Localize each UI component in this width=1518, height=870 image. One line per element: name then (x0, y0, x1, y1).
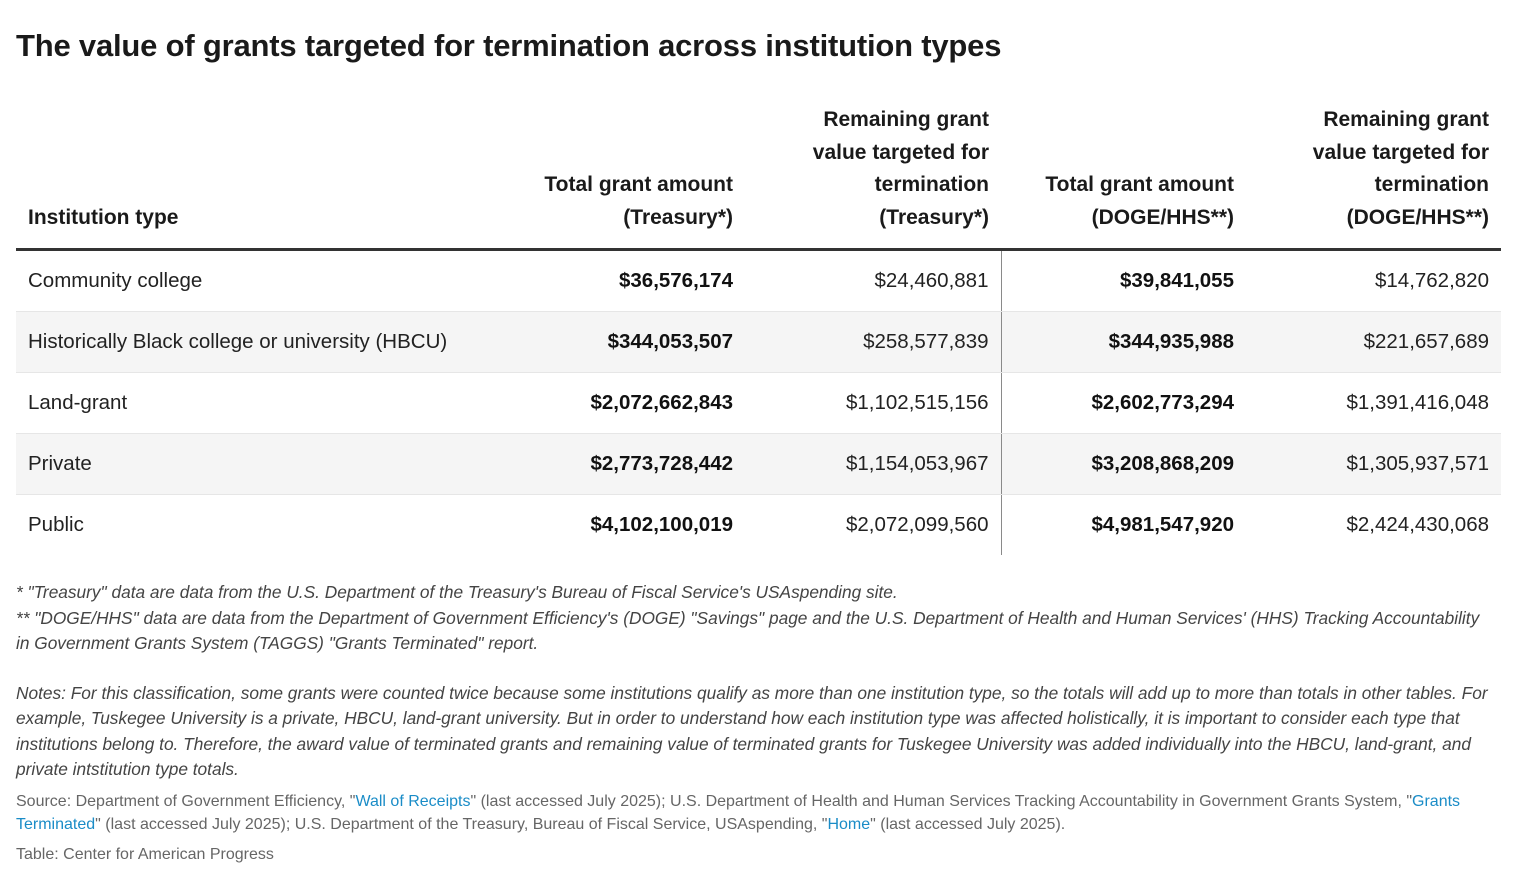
chart-title: The value of grants targeted for termina… (16, 28, 1002, 63)
cell-total-treasury: $4,102,100,019 (590, 513, 734, 536)
wall-of-receipts-link[interactable]: Wall of Receipts (355, 793, 471, 810)
footnote-doge-line2: in Government Grants System (TAGGS) "Gra… (16, 633, 539, 654)
cell-institution-type: Historically Black college or university… (16, 311, 494, 373)
cell-remaining-treasury: $24,460,881 (745, 249, 1002, 312)
cell-total-treasury: $2,773,728,442 (494, 433, 745, 495)
header-total-doge-hhs: Total grant amount (DOGE/HHS**) (1001, 104, 1246, 251)
header-line: Total grant amount (1045, 173, 1234, 196)
grants-table: Institution type Total grant amount (Treas… (16, 104, 1501, 555)
cell-total-treasury: $36,576,174 (494, 249, 745, 312)
cell-institution-type: Community college (16, 249, 494, 312)
cell-total-treasury: $2,072,662,843 (494, 372, 745, 434)
header-line: Remaining grant (1323, 108, 1489, 131)
header-remaining-doge-hhs: Remaining grant value targeted for termina… (1246, 104, 1501, 251)
table-credit: Table: Center for American Progress (16, 846, 274, 863)
cell-remaining-treasury: $1,154,053,967 (745, 433, 1002, 495)
source-mid1: " (last accessed July 2025); U.S. Depart… (470, 793, 1413, 810)
header-line: value targeted for (1312, 140, 1489, 164)
source-line: Source: Department of Government Efficie… (16, 790, 1506, 836)
cell-total-doge-hhs: $3,208,868,209 (1001, 433, 1246, 495)
cell-remaining-treasury: $258,577,839 (745, 311, 1002, 373)
cell-total-treasury: $344,053,507 (494, 311, 745, 373)
notes-paragraph: Notes: For this classification, some gra… (16, 683, 1488, 779)
cell-institution-type: Land-grant (16, 372, 494, 434)
cell-institution-type: Public (28, 513, 84, 536)
cell-remaining-treasury: $1,102,515,156 (745, 372, 1002, 434)
cell-remaining-doge-hhs: $14,762,820 (1246, 249, 1501, 312)
header-line: (Treasury*) (879, 205, 989, 229)
table-body: Community college $36,576,174 $24,460,881 $… (16, 249, 1501, 555)
header-line: value targeted for (812, 140, 989, 164)
cell-total-doge-hhs: $39,841,055 (1001, 249, 1246, 312)
header-line: Institution type (28, 205, 179, 229)
header-line: Remaining grant (823, 108, 989, 131)
header-total-treasury: Total grant amount (Treasury*) (494, 104, 745, 251)
header-row: Institution type Total grant amount (Treas… (16, 104, 1501, 251)
table-row: Community college $36,576,174 $24,460,881 $… (16, 249, 1501, 312)
source-mid2: " (last accessed July 2025); U.S. Depart… (95, 816, 828, 833)
grants-terminated-link[interactable]: Grants Terminated (16, 793, 1461, 833)
header-institution-type: Institution type (16, 104, 494, 251)
header-line: termination (874, 173, 989, 196)
cell-institution-type: Private (16, 433, 494, 495)
cell-total-doge-hhs: $344,935,988 (1001, 311, 1246, 373)
footnote-treasury: * "Treasury" data are data from the U.S.… (16, 582, 898, 602)
table-row: Land-grant $2,072,662,843 $1,102,515,156 $2… (16, 372, 1501, 434)
cell-remaining-doge-hhs: $2,424,430,068 (1346, 513, 1490, 536)
header-line: (Treasury*) (623, 205, 733, 229)
header-line: (DOGE/HHS**) (1091, 205, 1234, 229)
header-remaining-treasury: Remaining grant value targeted for termina… (745, 104, 1001, 251)
header-line: termination (1374, 173, 1489, 196)
table-row: Private $2,773,728,442 $1,154,053,967 $3,20… (16, 433, 1501, 495)
cell-remaining-treasury: $2,072,099,560 (745, 494, 1002, 555)
table-row: Historically Black college or university… (16, 311, 1501, 373)
source-suffix: " (last accessed July 2025). (870, 816, 1066, 833)
cell-remaining-doge-hhs: $1,305,937,571 (1246, 433, 1501, 495)
footnote-doge-line1: ** "DOGE/HHS" data are data from the Dep… (16, 608, 1480, 628)
table-header: Institution type Total grant amount (Treas… (16, 104, 1501, 251)
table-row: Public $4,102,100,019 $2,072,099,560 $4,981… (16, 494, 1501, 555)
cell-remaining-doge-hhs: $221,657,689 (1246, 311, 1501, 373)
cell-remaining-doge-hhs: $1,391,416,048 (1246, 372, 1501, 434)
cell-total-doge-hhs: $2,602,773,294 (1001, 372, 1246, 434)
header-line: (DOGE/HHS**) (1346, 205, 1489, 229)
source-prefix: Source: Department of Government Efficie… (16, 793, 356, 810)
footnote-doge-hhs: ** "DOGE/HHS" data are data from the Dep… (16, 606, 1506, 657)
header-line: Total grant amount (544, 173, 733, 196)
home-link[interactable]: Home (827, 816, 871, 833)
cell-total-doge-hhs: $4,981,547,920 (1091, 513, 1235, 536)
